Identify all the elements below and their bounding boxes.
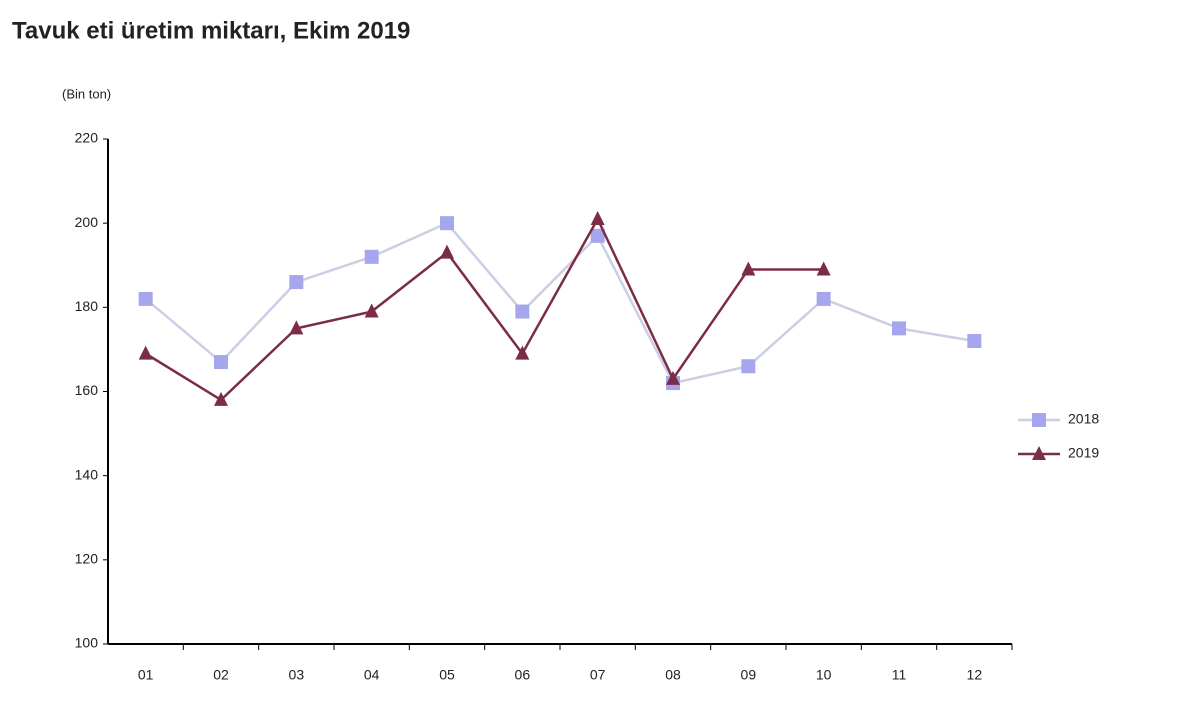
y-tick-label: 220 (75, 130, 99, 146)
x-tick-label: 07 (590, 667, 606, 683)
data-point (741, 359, 756, 374)
x-tick-label: 04 (364, 667, 380, 683)
y-tick-label: 140 (75, 466, 99, 482)
data-point (741, 261, 756, 276)
data-point (214, 391, 228, 406)
y-tick-label: 100 (75, 635, 99, 651)
y-tick-label: 160 (75, 382, 99, 398)
x-tick-label: 02 (213, 667, 229, 683)
y-tick-label: 120 (75, 551, 99, 567)
data-point (590, 228, 605, 243)
x-tick-label: 01 (138, 667, 154, 683)
legend-marker (1032, 413, 1046, 427)
data-point (515, 304, 530, 319)
x-tick-label: 11 (892, 667, 907, 683)
x-tick-label: 05 (439, 667, 455, 683)
data-point (440, 244, 454, 259)
y-tick-label: 180 (75, 298, 99, 314)
x-tick-label: 10 (816, 667, 832, 683)
data-point (289, 320, 304, 335)
x-tick-label: 03 (289, 667, 305, 683)
data-point (289, 275, 304, 290)
data-point (590, 210, 605, 225)
x-tick-label: 12 (967, 667, 983, 683)
y-axis-label: (Bin ton) (62, 86, 111, 101)
data-point (666, 370, 680, 385)
data-point (364, 303, 379, 318)
data-point (364, 249, 379, 264)
x-tick-label: 09 (741, 667, 757, 683)
series-line (144, 221, 975, 385)
data-point (892, 321, 906, 336)
legend-label: 2019 (1068, 445, 1099, 461)
chart-title: Tavuk eti üretim miktarı, Ekim 2019 (12, 17, 410, 44)
data-point (816, 291, 831, 306)
data-point (967, 334, 982, 348)
data-point (515, 345, 530, 360)
legend-label: 2018 (1068, 411, 1099, 427)
data-point (440, 216, 454, 231)
data-point (816, 261, 831, 276)
series-line (145, 216, 824, 402)
legend-marker (1032, 446, 1046, 460)
x-tick-label: 08 (665, 667, 681, 683)
x-tick-label: 06 (515, 667, 531, 683)
data-point (138, 291, 153, 306)
data-point (138, 345, 153, 360)
data-point (214, 355, 228, 370)
y-tick-label: 200 (75, 214, 99, 230)
